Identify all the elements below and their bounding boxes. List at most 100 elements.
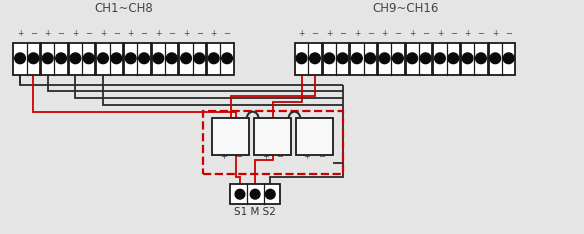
Text: −: − bbox=[168, 29, 175, 38]
Text: +: + bbox=[492, 29, 498, 38]
Text: +: + bbox=[17, 29, 23, 38]
Circle shape bbox=[379, 53, 390, 64]
Bar bbox=[13, 43, 40, 75]
Bar bbox=[69, 43, 95, 75]
Circle shape bbox=[338, 53, 348, 64]
Bar bbox=[213, 118, 249, 155]
Text: −: − bbox=[113, 29, 120, 38]
Text: −: − bbox=[85, 29, 92, 38]
Bar bbox=[295, 43, 322, 75]
Text: +: + bbox=[298, 29, 305, 38]
Circle shape bbox=[434, 53, 445, 64]
Circle shape bbox=[365, 53, 376, 64]
Text: B3: B3 bbox=[308, 132, 321, 142]
Text: S1 M S2: S1 M S2 bbox=[234, 208, 276, 217]
Circle shape bbox=[111, 53, 121, 64]
Text: CH9~CH16: CH9~CH16 bbox=[373, 2, 439, 15]
Circle shape bbox=[139, 53, 150, 64]
Bar bbox=[461, 43, 488, 75]
Text: +: + bbox=[354, 29, 360, 38]
Text: +: + bbox=[220, 152, 227, 161]
Circle shape bbox=[420, 53, 431, 64]
Circle shape bbox=[222, 53, 232, 64]
Text: −: − bbox=[141, 29, 148, 38]
Bar bbox=[152, 43, 179, 75]
Text: B2: B2 bbox=[266, 132, 279, 142]
Text: +: + bbox=[326, 29, 332, 38]
Circle shape bbox=[153, 53, 164, 64]
Bar bbox=[203, 111, 343, 174]
Text: B1: B1 bbox=[224, 132, 237, 142]
Text: −: − bbox=[367, 29, 374, 38]
Text: −: − bbox=[311, 29, 318, 38]
Bar bbox=[405, 43, 432, 75]
Text: −: − bbox=[58, 29, 65, 38]
Bar bbox=[207, 43, 234, 75]
Text: +: + bbox=[464, 29, 471, 38]
Circle shape bbox=[208, 53, 219, 64]
Text: −: − bbox=[224, 29, 231, 38]
Text: +: + bbox=[183, 29, 189, 38]
Text: +: + bbox=[437, 29, 443, 38]
Text: −: − bbox=[318, 152, 325, 161]
Text: −: − bbox=[450, 29, 457, 38]
Text: −: − bbox=[422, 29, 429, 38]
Circle shape bbox=[55, 53, 67, 64]
Bar bbox=[96, 43, 123, 75]
Text: −: − bbox=[196, 29, 203, 38]
Text: +: + bbox=[211, 29, 217, 38]
Text: −: − bbox=[30, 29, 37, 38]
Circle shape bbox=[126, 53, 136, 64]
Circle shape bbox=[194, 53, 205, 64]
Circle shape bbox=[392, 53, 404, 64]
Bar bbox=[489, 43, 515, 75]
Text: +: + bbox=[155, 29, 162, 38]
Bar bbox=[230, 184, 280, 204]
Circle shape bbox=[448, 53, 458, 64]
Text: +: + bbox=[72, 29, 79, 38]
Bar bbox=[124, 43, 151, 75]
Text: −: − bbox=[235, 152, 242, 161]
Circle shape bbox=[463, 53, 473, 64]
Bar bbox=[41, 43, 68, 75]
Text: −: − bbox=[339, 29, 346, 38]
Circle shape bbox=[28, 53, 39, 64]
Circle shape bbox=[251, 189, 260, 199]
Circle shape bbox=[166, 53, 177, 64]
Circle shape bbox=[490, 53, 500, 64]
Text: +: + bbox=[409, 29, 415, 38]
Circle shape bbox=[265, 189, 275, 199]
Bar bbox=[433, 43, 460, 75]
Text: +: + bbox=[304, 152, 310, 161]
Circle shape bbox=[43, 53, 53, 64]
Circle shape bbox=[475, 53, 486, 64]
Bar bbox=[322, 43, 349, 75]
Circle shape bbox=[310, 53, 320, 64]
Text: +: + bbox=[44, 29, 51, 38]
Bar bbox=[179, 43, 206, 75]
Bar bbox=[254, 118, 291, 155]
Circle shape bbox=[296, 53, 307, 64]
Bar bbox=[350, 43, 377, 75]
Circle shape bbox=[324, 53, 335, 64]
Circle shape bbox=[70, 53, 81, 64]
Text: CH1~CH8: CH1~CH8 bbox=[95, 2, 154, 15]
Circle shape bbox=[503, 53, 514, 64]
Circle shape bbox=[407, 53, 418, 64]
Text: +: + bbox=[100, 29, 106, 38]
Circle shape bbox=[15, 53, 25, 64]
Text: −: − bbox=[505, 29, 512, 38]
Text: +: + bbox=[381, 29, 388, 38]
Bar bbox=[296, 118, 333, 155]
Text: +: + bbox=[127, 29, 134, 38]
Circle shape bbox=[98, 53, 109, 64]
Text: −: − bbox=[276, 152, 283, 161]
Bar bbox=[378, 43, 405, 75]
Circle shape bbox=[180, 53, 192, 64]
Text: −: − bbox=[478, 29, 485, 38]
Circle shape bbox=[84, 53, 94, 64]
Text: +: + bbox=[262, 152, 269, 161]
Circle shape bbox=[235, 189, 245, 199]
Text: −: − bbox=[394, 29, 401, 38]
Circle shape bbox=[352, 53, 362, 64]
